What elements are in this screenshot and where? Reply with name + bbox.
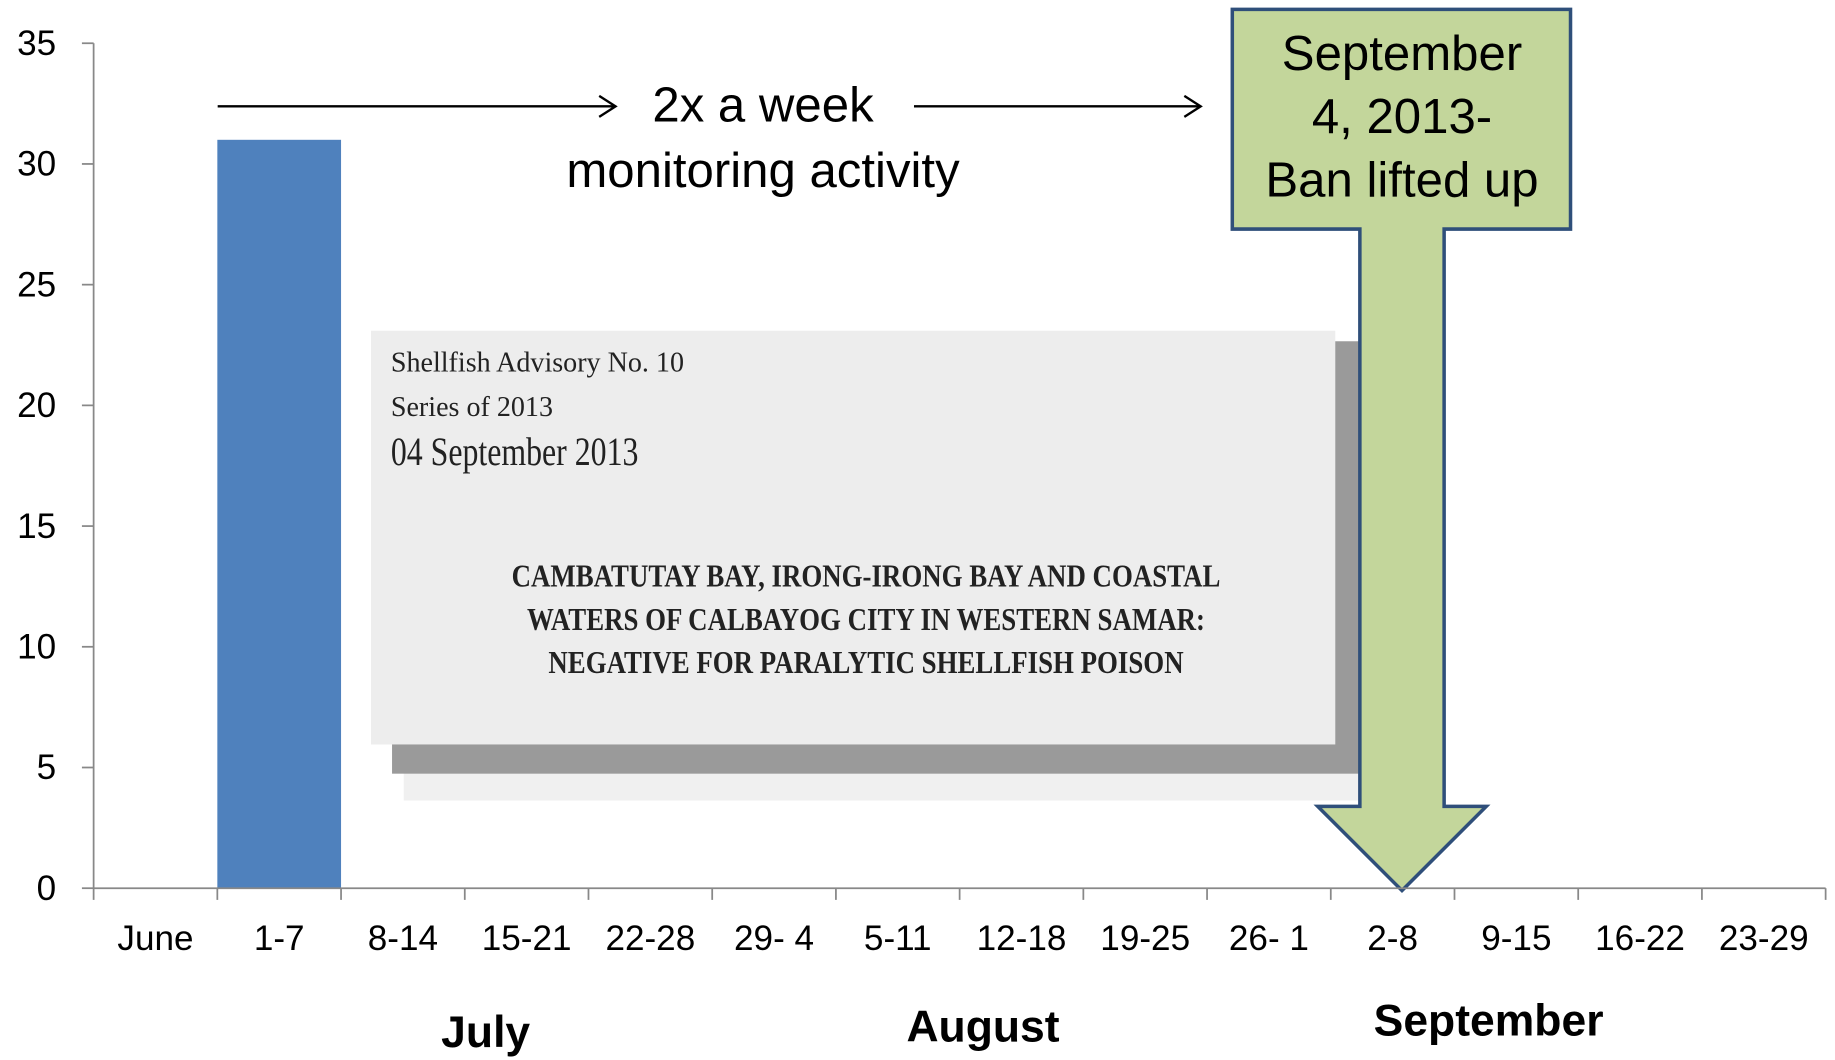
month-label: July <box>441 1008 530 1057</box>
advisory-header: Series of 2013 <box>391 392 553 423</box>
callout-text: Ban lifted up <box>1265 153 1538 207</box>
advisory-body: WATERS OF CALBAYOG CITY IN WESTERN SAMAR… <box>527 603 1205 637</box>
x-tick-label: 12-18 <box>977 919 1067 958</box>
y-tick-label: 35 <box>17 24 56 63</box>
arrow-head <box>1183 94 1203 118</box>
y-tick-label: 20 <box>17 386 56 425</box>
advisory-header: Shellfish Advisory No. 10 <box>391 348 684 379</box>
callout-text: September <box>1282 27 1522 81</box>
y-tick-label: 10 <box>17 627 56 666</box>
x-tick-label: 22-28 <box>605 919 695 958</box>
month-label: September <box>1374 996 1604 1045</box>
arrow-head <box>598 94 618 118</box>
x-tick-label: 8-14 <box>368 919 438 958</box>
x-tick-label: 29- 4 <box>734 919 814 958</box>
advisory-image: Shellfish Advisory No. 10 Series of 2013 0… <box>370 330 1387 801</box>
advisory-header: 04 September 2013 <box>391 430 639 474</box>
x-tick-label: 1-7 <box>254 919 305 958</box>
arrows <box>217 94 1203 118</box>
advisory-body: CAMBATUTAY BAY, IRONG-IRONG BAY AND COAS… <box>512 560 1221 594</box>
document <box>370 330 1336 745</box>
advisory-body: NEGATIVE FOR PARALYTIC SHELLFISH POISON <box>548 646 1183 680</box>
month-label: August <box>906 1002 1059 1051</box>
x-tick-label: 9-15 <box>1481 919 1551 958</box>
y-tick-label: 15 <box>17 507 56 546</box>
y-tick-label: 5 <box>37 748 57 787</box>
x-tick-label: 23-29 <box>1719 919 1809 958</box>
x-tick-label: 26- 1 <box>1229 919 1309 958</box>
x-tick-label: 2-8 <box>1367 919 1418 958</box>
bar <box>217 139 342 889</box>
x-tick-label: 19-25 <box>1100 919 1190 958</box>
annotation: monitoring activity <box>566 144 960 198</box>
callout-arrow <box>1230 7 1573 894</box>
annotation: 2x a week <box>652 79 874 133</box>
callout-text: 4, 2013- <box>1312 90 1492 144</box>
x-tick-label: 5-11 <box>864 919 932 958</box>
x-tick-label: 16-22 <box>1595 919 1685 958</box>
y-tick-label: 25 <box>17 265 56 304</box>
x-tick-label: June <box>117 919 193 958</box>
y-tick-label: 30 <box>17 145 56 184</box>
y-tick-label: 0 <box>37 869 57 908</box>
x-tick-label: 15-21 <box>482 919 572 958</box>
